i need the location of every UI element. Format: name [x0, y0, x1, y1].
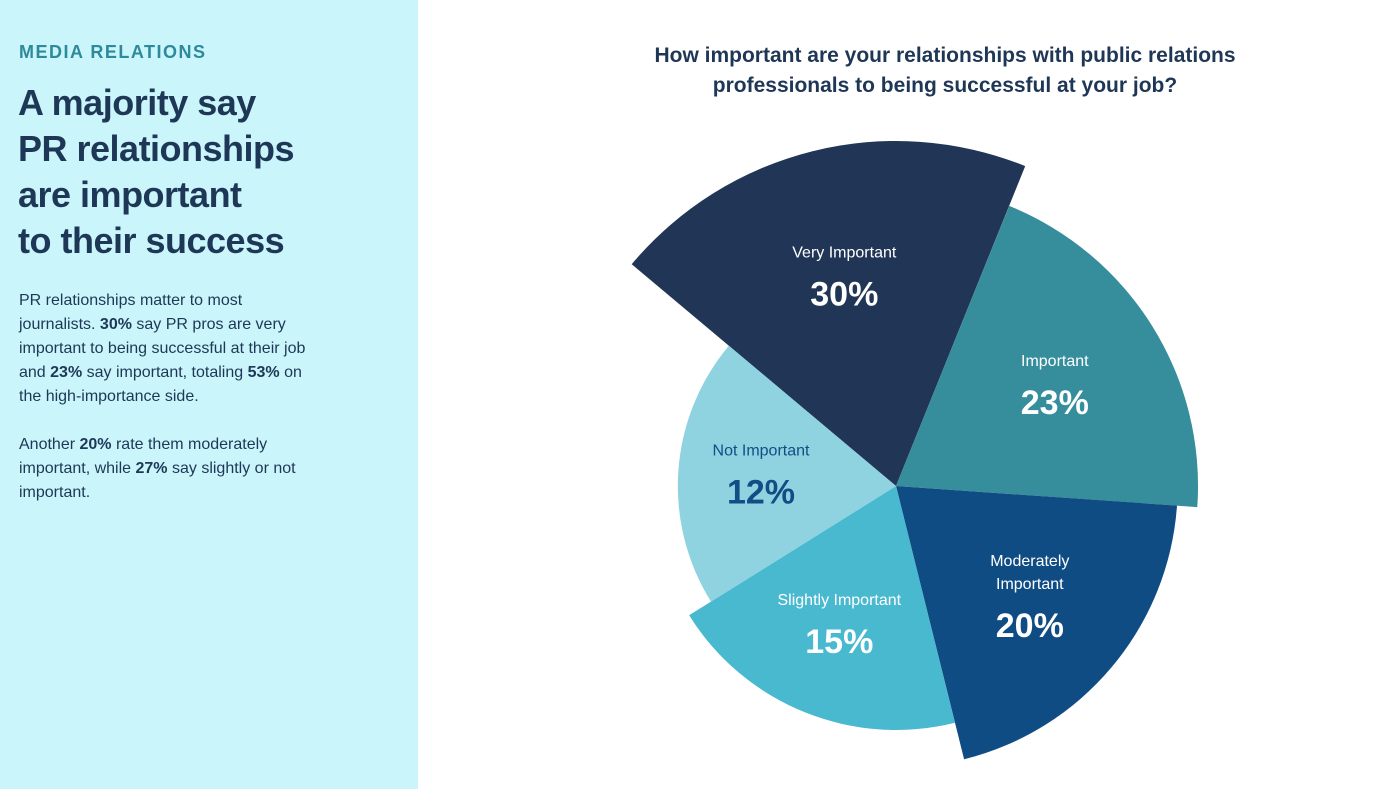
- highlight-stat: 30%: [99, 316, 132, 333]
- segment-value: 15%: [805, 623, 873, 661]
- summary-paragraph-1: PR relationships matter to most journali…: [19, 289, 319, 409]
- wedge-slightly-important: [689, 486, 955, 730]
- paragraph-text: on the high-importance side.: [19, 364, 302, 405]
- segment-label: Slightly Important: [777, 592, 901, 609]
- headline-line: to their success: [18, 220, 285, 261]
- segment-label: Very Important: [792, 245, 897, 262]
- headline-line: are important: [18, 174, 242, 215]
- paragraph-text: rate them moderately important, while: [19, 436, 268, 477]
- chart-title-line: How important are your relationships wit…: [654, 44, 1236, 67]
- highlight-stat: 23%: [50, 364, 83, 381]
- paragraph-text: say PR pros are very important to being …: [19, 316, 306, 381]
- paragraph-text: say slightly or not important.: [19, 460, 296, 501]
- headline: A majority say PR relationships are impo…: [18, 80, 348, 264]
- section-eyebrow: MEDIA RELATIONS: [19, 42, 207, 62]
- highlight-stat: 20%: [79, 436, 112, 453]
- chart-title: How important are your relationships wit…: [560, 41, 1330, 101]
- paragraph-text: Another: [19, 436, 80, 453]
- segment-label: Important: [996, 576, 1064, 593]
- sidebar-panel: MEDIA RELATIONS A majority say PR relati…: [0, 0, 418, 789]
- wedge-moderately-important: [896, 486, 1177, 760]
- segment-label: Moderately: [990, 553, 1069, 570]
- wedge-important: [896, 205, 1199, 508]
- headline-line: PR relationships: [18, 128, 295, 169]
- segment-value: 12%: [727, 474, 795, 512]
- segment-label: Important: [1021, 353, 1089, 370]
- wedge-not-important: [677, 345, 896, 602]
- chart-title-line: professionals to being successful at you…: [712, 74, 1178, 97]
- segment-value: 30%: [810, 276, 878, 314]
- segment-value: 20%: [996, 607, 1064, 645]
- wedge-very-important: [631, 140, 1026, 486]
- segment-value: 23%: [1021, 384, 1089, 422]
- highlight-stat: 27%: [135, 460, 168, 477]
- paragraph-text: say important, totaling: [82, 364, 248, 381]
- segment-label: Not Important: [713, 443, 810, 460]
- paragraph-text: PR relationships matter to most journali…: [19, 292, 243, 333]
- summary-paragraph-2: Another 20% rate them moderately importa…: [19, 433, 319, 505]
- highlight-stat: 53%: [247, 364, 280, 381]
- headline-line: A majority say: [18, 82, 256, 123]
